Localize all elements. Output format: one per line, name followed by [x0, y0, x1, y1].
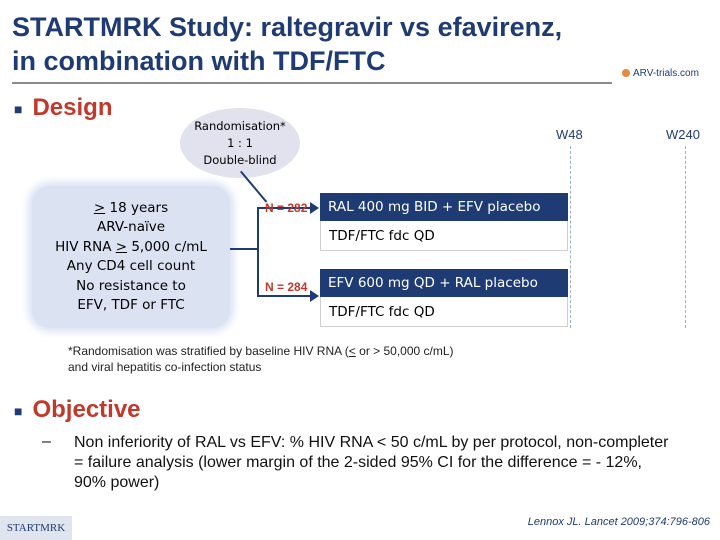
slide-title-line1: STARTMRK Study: raltegravir vs efavirenz… [12, 12, 563, 42]
arm2-arrow-line [257, 295, 317, 297]
criteria-line: > 18 years [93, 199, 169, 216]
flow-connector-vertical [257, 207, 259, 295]
objective-dash: – [42, 433, 51, 450]
arm2-regimen-bar: EFV 600 mg QD + RAL placebo [320, 269, 568, 297]
arm1-backbone: TDF/FTC fdc QD [320, 221, 568, 251]
arm2-arrow-icon [310, 290, 319, 302]
footnote-line2: and viral hepatitis co-infection status [68, 360, 262, 374]
randomisation-ellipse: Randomisation* 1 : 1 Double-blind [180, 108, 300, 178]
randomisation-label: Randomisation* [194, 118, 286, 133]
slide-title: STARTMRK Study: raltegravir vs efavirenz… [12, 10, 612, 78]
criteria-line: HIV RNA > 5,000 c/mL [55, 238, 207, 255]
week-240-label: W240 [666, 127, 700, 142]
arm2-sample-size: N = 284 [265, 280, 308, 294]
criteria-line: ARV-naïve [96, 219, 166, 235]
criteria-line: EFV, TDF or FTC [77, 297, 185, 313]
inclusion-criteria-box: > 18 years ARV-naïve HIV RNA > 5,000 c/m… [32, 186, 230, 328]
reference-citation: Lennox JL. Lancet 2009;374:796-806 [527, 516, 710, 528]
objective-heading-label: Objective [32, 396, 141, 423]
week-240-marker [685, 146, 686, 328]
arv-trials-logo: ARV-trials.com [622, 68, 714, 84]
slide-title-line2: in combination with TDF/FTC [12, 46, 386, 76]
arm1-arrow-line [257, 207, 317, 209]
arm1-regimen-bar: RAL 400 mg BID + EFV placebo [320, 193, 568, 221]
week-48-marker [570, 146, 571, 328]
arm1-arrow-icon [310, 202, 319, 214]
arm2-backbone: TDF/FTC fdc QD [320, 297, 568, 327]
flow-connector [230, 248, 258, 250]
study-tag: STARTMRK [0, 516, 72, 540]
logo-dot-icon [622, 69, 630, 78]
objective-heading: ■ Objective [14, 396, 141, 424]
logo-text: ARV-trials.com [633, 68, 699, 79]
criteria-line: No resistance to [76, 277, 186, 294]
randomisation-ratio: 1 : 1 [227, 135, 253, 150]
design-heading: ■ Design [14, 94, 112, 122]
criteria-line: Any CD4 cell count [66, 258, 196, 274]
randomisation-blinding: Double-blind [203, 152, 277, 167]
objective-text: Non inferiority of RAL vs EFV: % HIV RNA… [74, 434, 669, 491]
title-divider [12, 82, 612, 84]
randomisation-footnote: *Randomisation was stratified by baselin… [68, 343, 628, 375]
footnote-line1: *Randomisation was stratified by baselin… [68, 344, 454, 358]
design-heading-label: Design [32, 94, 113, 121]
week-48-label: W48 [556, 127, 583, 142]
square-bullet-icon: ■ [14, 402, 23, 419]
arm1-sample-size: N = 282 [265, 201, 308, 215]
square-bullet-icon: ■ [14, 100, 23, 117]
